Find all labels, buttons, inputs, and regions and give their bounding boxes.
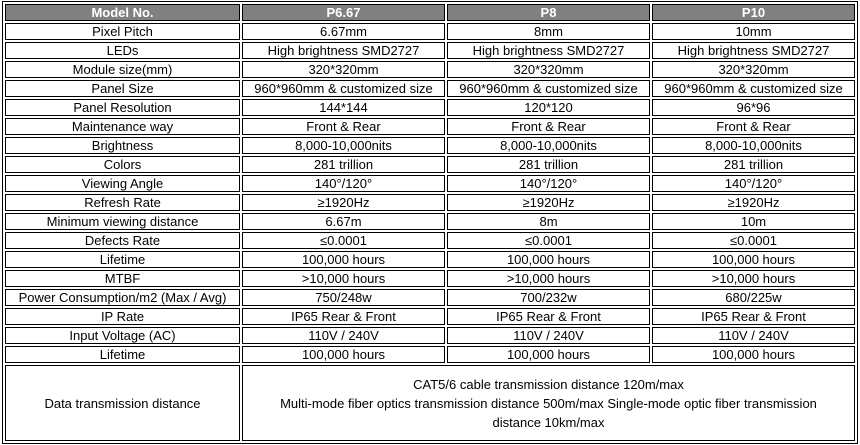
- row-input-voltage: Input Voltage (AC) 110V / 240V 110V / 24…: [5, 327, 855, 344]
- cell-value: 281 trillion: [447, 156, 650, 173]
- cell-value: 140°/120°: [652, 175, 855, 192]
- header-row: Model No. P6.67 P8 P10: [5, 4, 855, 21]
- cell-value: 110V / 240V: [242, 327, 445, 344]
- cell-value: 6.67mm: [242, 23, 445, 40]
- cell-value: Front & Rear: [447, 118, 650, 135]
- cell-value: ≥1920Hz: [242, 194, 445, 211]
- row-label: Pixel Pitch: [5, 23, 240, 40]
- cell-value: 110V / 240V: [447, 327, 650, 344]
- row-minimum-viewing-distance: Minimum viewing distance 6.67m 8m 10m: [5, 213, 855, 230]
- cell-value: 960*960mm & customized size: [652, 80, 855, 97]
- row-label: Defects Rate: [5, 232, 240, 249]
- row-viewing-angle: Viewing Angle 140°/120° 140°/120° 140°/1…: [5, 175, 855, 192]
- cell-value: 144*144: [242, 99, 445, 116]
- row-ip-rate: IP Rate IP65 Rear & Front IP65 Rear & Fr…: [5, 308, 855, 325]
- row-data-transmission-distance: Data transmission distance CAT5/6 cable …: [5, 365, 855, 441]
- header-model-no: Model No.: [5, 4, 240, 21]
- row-refresh-rate: Refresh Rate ≥1920Hz ≥1920Hz ≥1920Hz: [5, 194, 855, 211]
- row-label: Panel Resolution: [5, 99, 240, 116]
- cell-value: 140°/120°: [242, 175, 445, 192]
- row-label: Viewing Angle: [5, 175, 240, 192]
- cell-value: 8,000-10,000nits: [447, 137, 650, 154]
- header-p10: P10: [652, 4, 855, 21]
- row-label: Lifetime: [5, 251, 240, 268]
- cell-value: 8,000-10,000nits: [242, 137, 445, 154]
- row-label: Refresh Rate: [5, 194, 240, 211]
- cell-value: IP65 Rear & Front: [652, 308, 855, 325]
- row-pixel-pitch: Pixel Pitch 6.67mm 8mm 10mm: [5, 23, 855, 40]
- cell-value: 96*96: [652, 99, 855, 116]
- cell-value: 960*960mm & customized size: [447, 80, 650, 97]
- row-label: Data transmission distance: [5, 365, 240, 441]
- cell-value: IP65 Rear & Front: [242, 308, 445, 325]
- cell-value: 120*120: [447, 99, 650, 116]
- row-lifetime: Lifetime 100,000 hours 100,000 hours 100…: [5, 251, 855, 268]
- cell-value: 10m: [652, 213, 855, 230]
- cell-value: 100,000 hours: [447, 251, 650, 268]
- row-label: Power Consumption/m2 (Max / Avg): [5, 289, 240, 306]
- row-label: MTBF: [5, 270, 240, 287]
- row-label: Maintenance way: [5, 118, 240, 135]
- cell-value: ≤0.0001: [447, 232, 650, 249]
- cell-value: ≤0.0001: [652, 232, 855, 249]
- row-label: LEDs: [5, 42, 240, 59]
- cell-value: High brightness SMD2727: [242, 42, 445, 59]
- cell-value: Front & Rear: [652, 118, 855, 135]
- row-label: Minimum viewing distance: [5, 213, 240, 230]
- row-defects-rate: Defects Rate ≤0.0001 ≤0.0001 ≤0.0001: [5, 232, 855, 249]
- cell-value: 6.67m: [242, 213, 445, 230]
- row-panel-size: Panel Size 960*960mm & customized size 9…: [5, 80, 855, 97]
- header-p8: P8: [447, 4, 650, 21]
- data-transmission-text: CAT5/6 cable transmission distance 120m/…: [242, 365, 855, 441]
- row-label: IP Rate: [5, 308, 240, 325]
- row-label: Lifetime: [5, 346, 240, 363]
- row-lifetime-2: Lifetime 100,000 hours 100,000 hours 100…: [5, 346, 855, 363]
- cell-value: IP65 Rear & Front: [447, 308, 650, 325]
- cell-value: 100,000 hours: [652, 251, 855, 268]
- cell-value: 8,000-10,000nits: [652, 137, 855, 154]
- row-colors: Colors 281 trillion 281 trillion 281 tri…: [5, 156, 855, 173]
- cell-value: 700/232w: [447, 289, 650, 306]
- row-label: Brightness: [5, 137, 240, 154]
- row-label: Colors: [5, 156, 240, 173]
- cell-value: 320*320mm: [242, 61, 445, 78]
- cell-value: High brightness SMD2727: [652, 42, 855, 59]
- cell-value: 100,000 hours: [447, 346, 650, 363]
- cell-value: High brightness SMD2727: [447, 42, 650, 59]
- row-leds: LEDs High brightness SMD2727 High bright…: [5, 42, 855, 59]
- row-panel-resolution: Panel Resolution 144*144 120*120 96*96: [5, 99, 855, 116]
- cell-value: 8m: [447, 213, 650, 230]
- row-brightness: Brightness 8,000-10,000nits 8,000-10,000…: [5, 137, 855, 154]
- cell-value: 960*960mm & customized size: [242, 80, 445, 97]
- cell-value: 100,000 hours: [242, 251, 445, 268]
- cell-value: 320*320mm: [652, 61, 855, 78]
- cell-value: 10mm: [652, 23, 855, 40]
- cell-value: ≥1920Hz: [652, 194, 855, 211]
- cell-value: Front & Rear: [242, 118, 445, 135]
- row-module-size: Module size(mm) 320*320mm 320*320mm 320*…: [5, 61, 855, 78]
- cell-value: >10,000 hours: [242, 270, 445, 287]
- cell-value: 8mm: [447, 23, 650, 40]
- row-label: Input Voltage (AC): [5, 327, 240, 344]
- cell-value: 281 trillion: [652, 156, 855, 173]
- cell-value: 750/248w: [242, 289, 445, 306]
- cell-value: 100,000 hours: [652, 346, 855, 363]
- cell-value: 110V / 240V: [652, 327, 855, 344]
- cell-value: ≥1920Hz: [447, 194, 650, 211]
- cell-value: 140°/120°: [447, 175, 650, 192]
- cell-value: >10,000 hours: [447, 270, 650, 287]
- row-label: Panel Size: [5, 80, 240, 97]
- row-label: Module size(mm): [5, 61, 240, 78]
- cell-value: ≤0.0001: [242, 232, 445, 249]
- row-mtbf: MTBF >10,000 hours >10,000 hours >10,000…: [5, 270, 855, 287]
- cell-value: 320*320mm: [447, 61, 650, 78]
- cell-value: 680/225w: [652, 289, 855, 306]
- cell-value: 100,000 hours: [242, 346, 445, 363]
- cell-value: >10,000 hours: [652, 270, 855, 287]
- row-power-consumption: Power Consumption/m2 (Max / Avg) 750/248…: [5, 289, 855, 306]
- row-maintenance-way: Maintenance way Front & Rear Front & Rea…: [5, 118, 855, 135]
- cell-value: 281 trillion: [242, 156, 445, 173]
- header-p6-67: P6.67: [242, 4, 445, 21]
